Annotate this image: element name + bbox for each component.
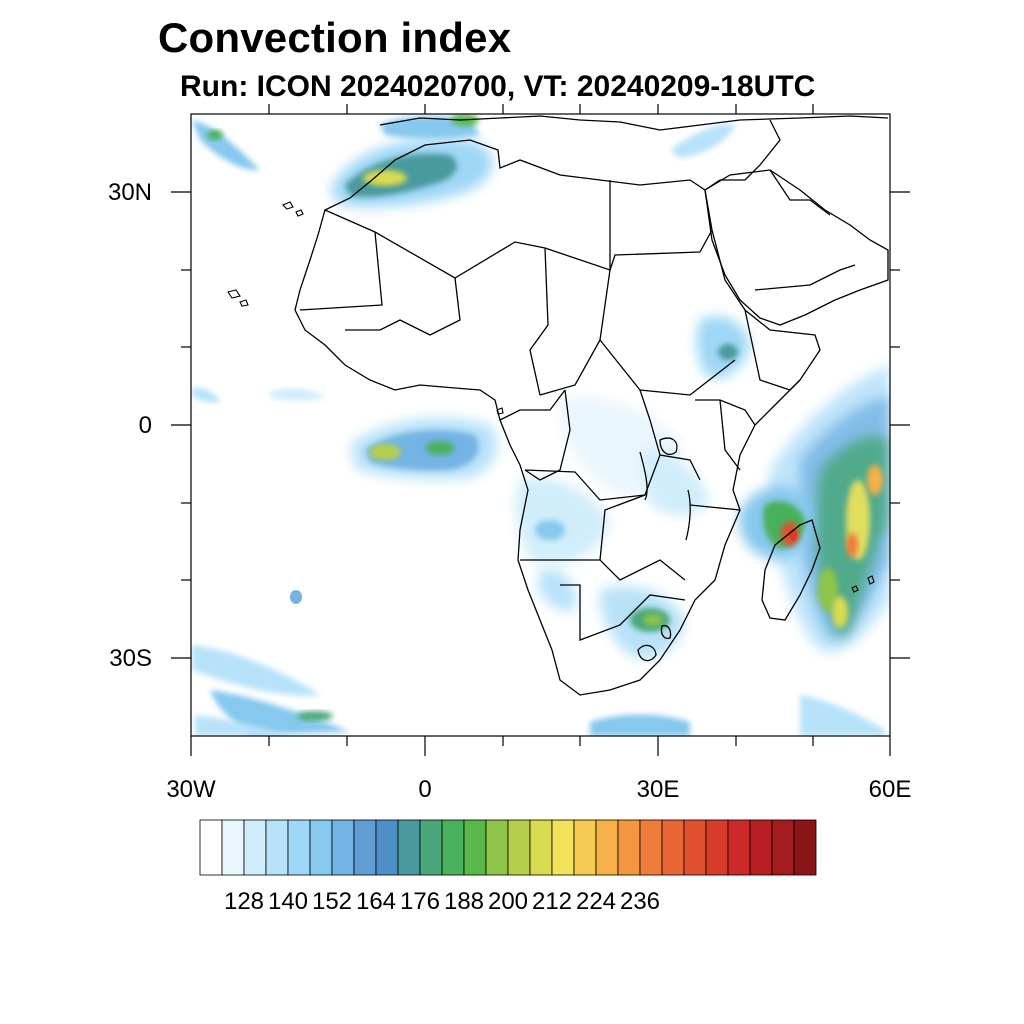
y-tick-label-0: 0 — [138, 412, 152, 439]
colorbar-box — [287, 819, 311, 876]
colorbar-tick-label: 176 — [399, 888, 441, 915]
colorbar — [199, 819, 817, 876]
coastlines-borders — [294, 115, 889, 696]
colorbar-box — [485, 819, 509, 876]
map-title: Convection index — [158, 14, 512, 61]
colorbar-box — [331, 819, 355, 876]
madagascar-coastline — [761, 519, 821, 621]
colorbar-box — [749, 819, 773, 876]
colorbar-box — [507, 819, 531, 876]
field-gulf-of-guinea — [350, 417, 498, 480]
colorbar-tick-label: 200 — [487, 888, 529, 915]
x-tick-label-60e: 60E — [868, 776, 912, 803]
colorbar-box — [419, 819, 443, 876]
field-sw-indian-ocean — [770, 365, 890, 652]
colorbar-box — [265, 819, 289, 876]
colorbar-tick-label: 224 — [575, 888, 617, 915]
colorbar-box — [243, 819, 267, 876]
colorbar-box — [463, 819, 487, 876]
colorbar-box — [375, 819, 399, 876]
colorbar-box — [793, 819, 817, 876]
colorbar-box — [309, 819, 333, 876]
africa-coastline — [294, 139, 821, 696]
colorbar-tick-label: 236 — [619, 888, 661, 915]
colorbar-tick-label: 164 — [355, 888, 397, 915]
convection-field — [192, 114, 890, 736]
x-tick-label-0: 0 — [418, 776, 432, 803]
map-subtitle: Run: ICON 2024020700, VT: 20240209-18UTC — [180, 70, 816, 103]
arabia-coastline — [704, 169, 889, 326]
colorbar-box — [595, 819, 619, 876]
tick-marks — [171, 104, 910, 756]
y-tick-label-30n: 30N — [107, 179, 152, 206]
y-tick-label-30s: 30S — [109, 645, 152, 672]
field-east-med — [670, 124, 735, 158]
x-tick-label-30e: 30E — [636, 776, 680, 803]
colorbar-box — [573, 819, 597, 876]
colorbar-box — [199, 819, 223, 876]
colorbar-box — [705, 819, 729, 876]
colorbar-box — [221, 819, 245, 876]
colorbar-tick-label: 152 — [311, 888, 353, 915]
field-morocco — [330, 114, 493, 207]
colorbar-tick-label: 212 — [531, 888, 573, 915]
colorbar-box — [661, 819, 685, 876]
colorbar-box — [551, 819, 575, 876]
colorbar-box — [617, 819, 641, 876]
colorbar-box — [683, 819, 707, 876]
islands — [227, 201, 875, 593]
colorbar-tick-label: 140 — [267, 888, 309, 915]
colorbar-tick-label: 188 — [443, 888, 485, 915]
colorbar-box — [727, 819, 751, 876]
plot-background — [191, 114, 890, 736]
x-tick-label-30w: 30W — [166, 776, 216, 803]
colorbar-tick-label: 128 — [223, 888, 265, 915]
field-south-atlantic — [192, 645, 320, 696]
colorbar-box — [639, 819, 663, 876]
colorbar-box — [771, 819, 795, 876]
colorbar-box — [353, 819, 377, 876]
colorbar-box — [529, 819, 553, 876]
colorbar-box — [441, 819, 465, 876]
colorbar-box — [397, 819, 421, 876]
